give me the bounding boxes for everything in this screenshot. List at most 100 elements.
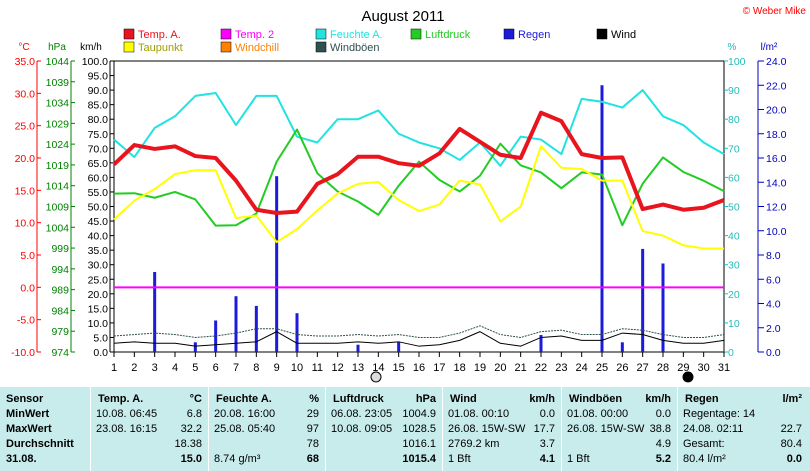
wind-tick-label: 35.0	[88, 245, 109, 257]
legend-label: Taupunkt	[138, 42, 183, 54]
x-tick-label: 10	[291, 362, 303, 374]
humidity-tick-label: 0	[728, 347, 734, 359]
x-tick-label: 13	[352, 362, 364, 374]
wind-tick-label: 0.0	[93, 347, 108, 359]
pressure-tick-label: 1019	[46, 160, 70, 172]
rain-tick-label: 16.0	[766, 153, 787, 165]
rain-bar	[661, 263, 665, 352]
table-divider	[325, 387, 326, 471]
x-tick-label: 11	[312, 362, 323, 374]
table-cell-value: 80.4	[780, 438, 802, 450]
rain-bar	[153, 271, 157, 352]
table-header-unit: °C	[189, 393, 202, 405]
table-header: Sensor	[6, 393, 44, 405]
legend-swatch	[410, 28, 422, 40]
rain-bar	[254, 305, 258, 352]
x-tick-label: 3	[152, 362, 158, 374]
rain-tick-label: 24.0	[766, 56, 787, 68]
legend-label: Temp. A.	[138, 29, 181, 41]
table-divider	[90, 387, 91, 471]
table-cell-detail: 01.08. 00:00	[567, 408, 629, 420]
table-cell-value: 1016.1	[402, 438, 436, 450]
legend-label: Regen	[518, 29, 550, 41]
humidity-tick-label: 20	[728, 289, 740, 301]
rain-tick-label: 18.0	[766, 129, 787, 141]
humidity-axis-unit: %	[728, 42, 737, 53]
table-cell-value: 68	[306, 453, 319, 465]
humidity-line	[113, 89, 725, 167]
wind-tick-label: 45.0	[88, 216, 109, 228]
x-tick-label: 5	[192, 362, 198, 374]
table-cell-detail: 10.08. 09:05	[331, 423, 393, 435]
humidity-tick-label: 80	[728, 114, 740, 126]
x-tick-label: 7	[233, 362, 239, 374]
x-tick-label: 8	[253, 362, 259, 374]
table-cell-detail: Gesamt:	[683, 438, 725, 450]
temp-tick-label: -5.0	[17, 315, 35, 327]
table-cell-value: 3.7	[539, 438, 555, 450]
x-tick-label: 20	[494, 362, 506, 374]
wind-tick-label: 25.0	[88, 274, 109, 286]
wind-axis-unit: km/h	[80, 42, 102, 53]
pressure-tick-label: 1024	[46, 139, 70, 151]
table-cell-detail: 23.08. 16:15	[96, 423, 158, 435]
rain-tick-label: 22.0	[766, 80, 787, 92]
legend-swatch	[503, 28, 515, 40]
table-cell-detail: Regentage: 14	[683, 408, 756, 420]
wind-tick-label: 70.0	[88, 143, 109, 155]
dewpoint-line	[113, 145, 724, 250]
table-cell-detail: 26.08. 15W-SW	[448, 423, 526, 435]
humidity-tick-label: 10	[728, 318, 740, 330]
pressure-tick-label: 984	[51, 305, 69, 317]
rain-bar	[600, 85, 604, 352]
table-cell-value: 17.7	[533, 423, 555, 435]
pressure-tick-label: 1004	[46, 222, 70, 234]
legend-swatch	[315, 41, 327, 53]
legend-label: Windböen	[330, 42, 380, 54]
x-tick-label: 9	[274, 362, 280, 374]
x-tick-label: 12	[332, 362, 344, 374]
wind-tick-label: 60.0	[88, 172, 109, 184]
wind-tick-label: 5.0	[93, 332, 108, 344]
rain-tick-label: 8.0	[766, 250, 781, 262]
rain-tick-label: 20.0	[766, 105, 787, 117]
rain-tick-label: 14.0	[766, 177, 787, 189]
rain-tick-label: 10.0	[766, 226, 787, 238]
table-cell-value: 29	[306, 408, 319, 420]
legend-label: Luftdruck	[425, 29, 471, 41]
table-cell-value: 18.38	[174, 438, 202, 450]
x-tick-label: 1	[111, 362, 117, 374]
table-cell-value: 6.8	[186, 408, 202, 420]
table-header: Windböen	[569, 393, 623, 405]
table-row-label: MinWert	[6, 408, 50, 420]
legend-swatch	[123, 28, 135, 40]
x-tick-label: 28	[657, 362, 669, 374]
temp-tick-label: 25.0	[15, 121, 36, 133]
pressure-axis-unit: hPa	[48, 42, 66, 53]
x-tick-label: 29	[677, 362, 689, 374]
wind-tick-label: 80.0	[88, 114, 109, 126]
x-tick-label: 6	[213, 362, 219, 374]
pressure-tick-label: 1044	[46, 56, 70, 68]
x-tick-label: 27	[637, 362, 649, 374]
humidity-tick-label: 100	[728, 56, 746, 68]
temp-tick-label: 20.0	[15, 153, 36, 165]
axes: °C hPa km/h% l/m²35.030.025.020.015.010.05.…	[11, 42, 787, 374]
pressure-tick-label: 1009	[46, 202, 70, 214]
rain-bar	[234, 296, 238, 352]
table-cell-detail: 8.74 g/m³	[214, 453, 261, 465]
plot-area	[112, 85, 725, 352]
table-cell-detail: 1 Bft	[448, 453, 471, 465]
rain-tick-label: 6.0	[766, 274, 781, 286]
legend: Temp. A. Temp. 2 Feuchte A. Luftdruck Regen W…	[123, 28, 636, 54]
wind-tick-label: 55.0	[88, 187, 109, 199]
x-tick-label: 16	[413, 362, 425, 374]
legend-swatch	[123, 41, 135, 53]
rain-axis-unit: l/m²	[761, 42, 778, 53]
pressure-tick-label: 974	[51, 347, 69, 359]
wind-tick-label: 30.0	[88, 260, 109, 272]
legend-swatch	[596, 28, 608, 40]
table-cell-value: 1004.9	[402, 408, 436, 420]
temp-tick-label: -10.0	[11, 347, 35, 359]
rain-tick-label: 4.0	[766, 299, 781, 311]
